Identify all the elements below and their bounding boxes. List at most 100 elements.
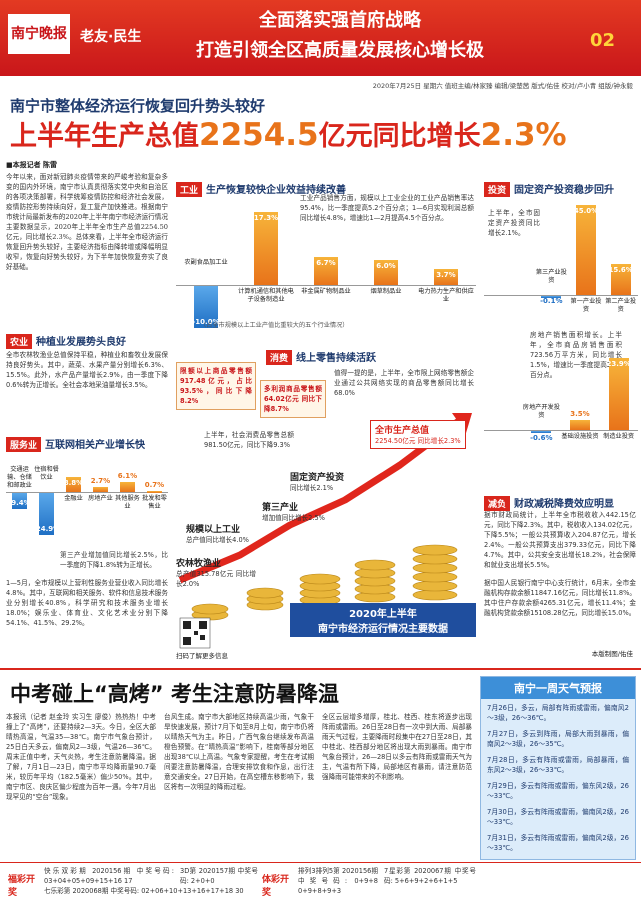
banner-line: 南宁市经济运行情况主要数据 [318,624,448,635]
section-head: 消费 线上零售持续活跃 [266,346,376,365]
headline-number: 2254.5 [199,117,319,153]
section-head: 农业 种植业发展势头良好 [6,330,126,349]
category-label: 房地产业 [88,495,113,502]
banner-line: 打造引领全区高质量发展核心增长极 [196,40,484,61]
banner-line: 2020年上半年 [349,609,417,620]
category-label: 住宿和餐饮业 [34,466,59,481]
lottery-item: 快乐双彩期 2020156期 中奖号码: 03+04+05+09+15+16 1… [44,867,174,885]
section-title: 线上零售持续活跃 [296,353,377,364]
divider [0,668,641,670]
value-label: 3.5% [570,409,590,418]
summary-item: 第三产业 增加值同比增长2.5% [262,500,325,523]
consume-text: 值得一提的是，上半年，全市限上网络零售额企业通过公共网络实现的商品零售额同比增长… [334,369,474,397]
category-label: 制造业投资 [603,433,635,440]
bar [254,212,278,285]
industry-text: 工业产品销售方面，规模以上工业企业的工业产品销售率达95.4%，比一季度提高5.… [300,194,474,222]
category-label: 非金属矿物制品业 [301,288,351,295]
summary-item: 全市生产总值 2254.50亿元 同比增长2.3% [370,420,466,449]
category-label: 烟草制品业 [370,288,402,295]
section-head: 服务业 互联网相关产业增长快 [6,433,145,452]
weather-day: 7月27日，多云到阵雨，局部大雨到暴雨，偏南风2～3级，26～35℃。 [487,730,629,748]
growth-graphic [178,413,472,649]
weather-title: 南宁一周天气预报 [481,677,635,699]
bar [147,490,162,493]
tag: 工业 [176,182,203,197]
headline-part: 上半年生产总值 [10,121,199,152]
weather-day: 7月29日，多云有阵雨或雷雨，偏东风2级，26～33℃。 [487,782,629,800]
credit: 本版制图/佑佳 [591,650,633,658]
summary-label: 固定资产投资 [290,473,345,483]
baseline [176,285,476,286]
value-label: 6.0% [376,261,396,270]
bar [570,419,590,430]
baseline [484,295,638,296]
summary-label: 全市生产总值 [375,426,430,436]
section-title: 固定资产投资稳步回升 [514,185,615,196]
summary-value: 增加值同比增长2.5% [262,514,325,522]
agri-text: 全市农林牧渔业总值保持平稳，种植业和畜牧业发展保持良好势头。其中，蔬菜、水果产量… [6,351,168,389]
baseline [6,492,168,493]
bar-chart: -0.6% 房地产开发投资 3.5% 基础设施投资 23.9% 制造业投资 [484,345,638,455]
bar [66,477,81,492]
bar [314,256,338,285]
category-label: 第一产业投资 [570,298,602,313]
exam-text: 全区云层增多增厚，桂北、桂西、桂东将逐步出现阵雨或雷雨。26日至28日有一次中到… [322,713,472,781]
qr-caption: 扫码了解更多信息 [176,652,228,660]
summary-item: 农林牧渔业 总产值315.78亿元 同比增长2.0% [176,556,256,589]
category-label: 电力热力生产和供应业 [418,288,474,303]
bar-chart: -10.0% 农副食品加工业 17.3% 计算机通信和其他电子设备制造业 6.7% 非金属… [176,200,476,328]
exam-text: 台风生成。南宁市大部地区持续高温少雨，气象干旱快速发展，预计7月下旬至8月上旬，… [164,713,314,791]
tax-text: 据市财政局统计，上半年全市税收收入442.15亿元，同比下降2.3%。其中，税收… [484,511,636,569]
value-label: 8.8% [63,479,84,488]
logo: 南宁晚报 [8,14,70,54]
value-label: 15.6% [608,265,633,274]
service-text: 第三产业增加值同比增长2.5%，比一季度的下降1.8%转为正增长。 [60,551,168,569]
category-label: 房地产开发投资 [522,404,560,419]
tag: 服务业 [6,437,42,452]
value-label: -24.9% [33,525,61,534]
category-label: 第三产业投资 [535,269,567,284]
bar [541,296,562,298]
value-label: 6.1% [117,471,138,480]
intro-text: 今年以来，面对新冠肺炎疫情带来的严峻考验和复杂多变的国内外环境，南宁市认真贯彻落… [6,173,168,271]
category-label: 第二产业投资 [605,298,637,313]
bar-chart: -9.4% 交通运输、仓储和邮政业 -24.9% 住宿和餐饮业 8.8% 金融业 2.7% 房… [6,450,168,550]
summary-label: 农林牧渔业 [176,559,222,569]
section-name: 老友·民生 [80,29,142,45]
summary-value: 总产值同比增长4.0% [186,536,249,544]
stat-box: 多利润商品零售额64.02亿元 同比下降8.7% [260,380,326,418]
section-title: 种植业发展势头良好 [36,337,127,348]
value-label: 45.0% [573,207,599,215]
value-label: 3.7% [436,271,456,280]
summary-label: 第三产业 [262,503,299,513]
tag: 减负 [484,496,511,511]
bar [608,358,629,430]
lottery-label: 福彩开奖 [8,875,36,898]
weather-day: 7月28日，多云有阵雨或雷雨，局部暴雨，偏东风2～3级，26～33℃。 [487,756,629,774]
tag: 农业 [6,334,33,349]
tag: 投资 [484,182,511,197]
header-band: 南宁晚报 老友·民生 全面落实强首府战略 打造引领全区高质量发展核心增长极 02 [0,0,641,76]
section-head: 减负 财政减税降费效应明显 [484,492,614,511]
stat-box: 限额以上商品零售额917.48亿元，占比93.5%，同比下降8.2% [176,362,256,410]
lottery-item: 七乐彩第 2020068期 中奖号码: 02+06+10+13+16+17+18… [44,887,244,895]
tag: 消费 [266,350,293,365]
weather-box: 南宁一周天气预报 7月26日，多云，局部有阵雨或雷雨，偏南风2～3级，26～36… [480,676,636,860]
lottery-label: 体彩开奖 [262,875,290,898]
bar-chart: -0.1% 第三产业投资 45.0% 第一产业投资 15.6% 第二产业投资 [484,195,638,320]
weather-day: 7月30日，多云有阵雨或雷雨，偏南风2级，26～33℃。 [487,808,629,826]
category-label: 基础设施投资 [561,433,599,440]
value-label: 6.7% [316,258,336,267]
tax-text: 据中国人民银行南宁中心支行统计，6月末，全市金融机构存款余额11847.16亿元… [484,579,636,617]
summary-value: 总产值315.78亿元 同比增长2.0% [176,570,256,588]
headline-part: 亿元同比增长 [318,121,481,152]
lottery-item: 3D第 2020157期 中奖号码: 2+0+0 [180,867,258,885]
section-head: 工业 生产恢复较快企业效益持续改善 [176,178,346,197]
service-text: 1—5月，全市规模以上营利性服务业营业收入同比增长4.8%。其中，互联网和相关服… [6,579,168,627]
bar [39,493,54,536]
bar [576,205,596,295]
category-label: 其他服务业 [115,495,140,510]
headline-number: 2.3% [480,117,567,153]
exam-headline: 中考碰上“高烤” 考生注意防暑降温 [10,682,339,706]
